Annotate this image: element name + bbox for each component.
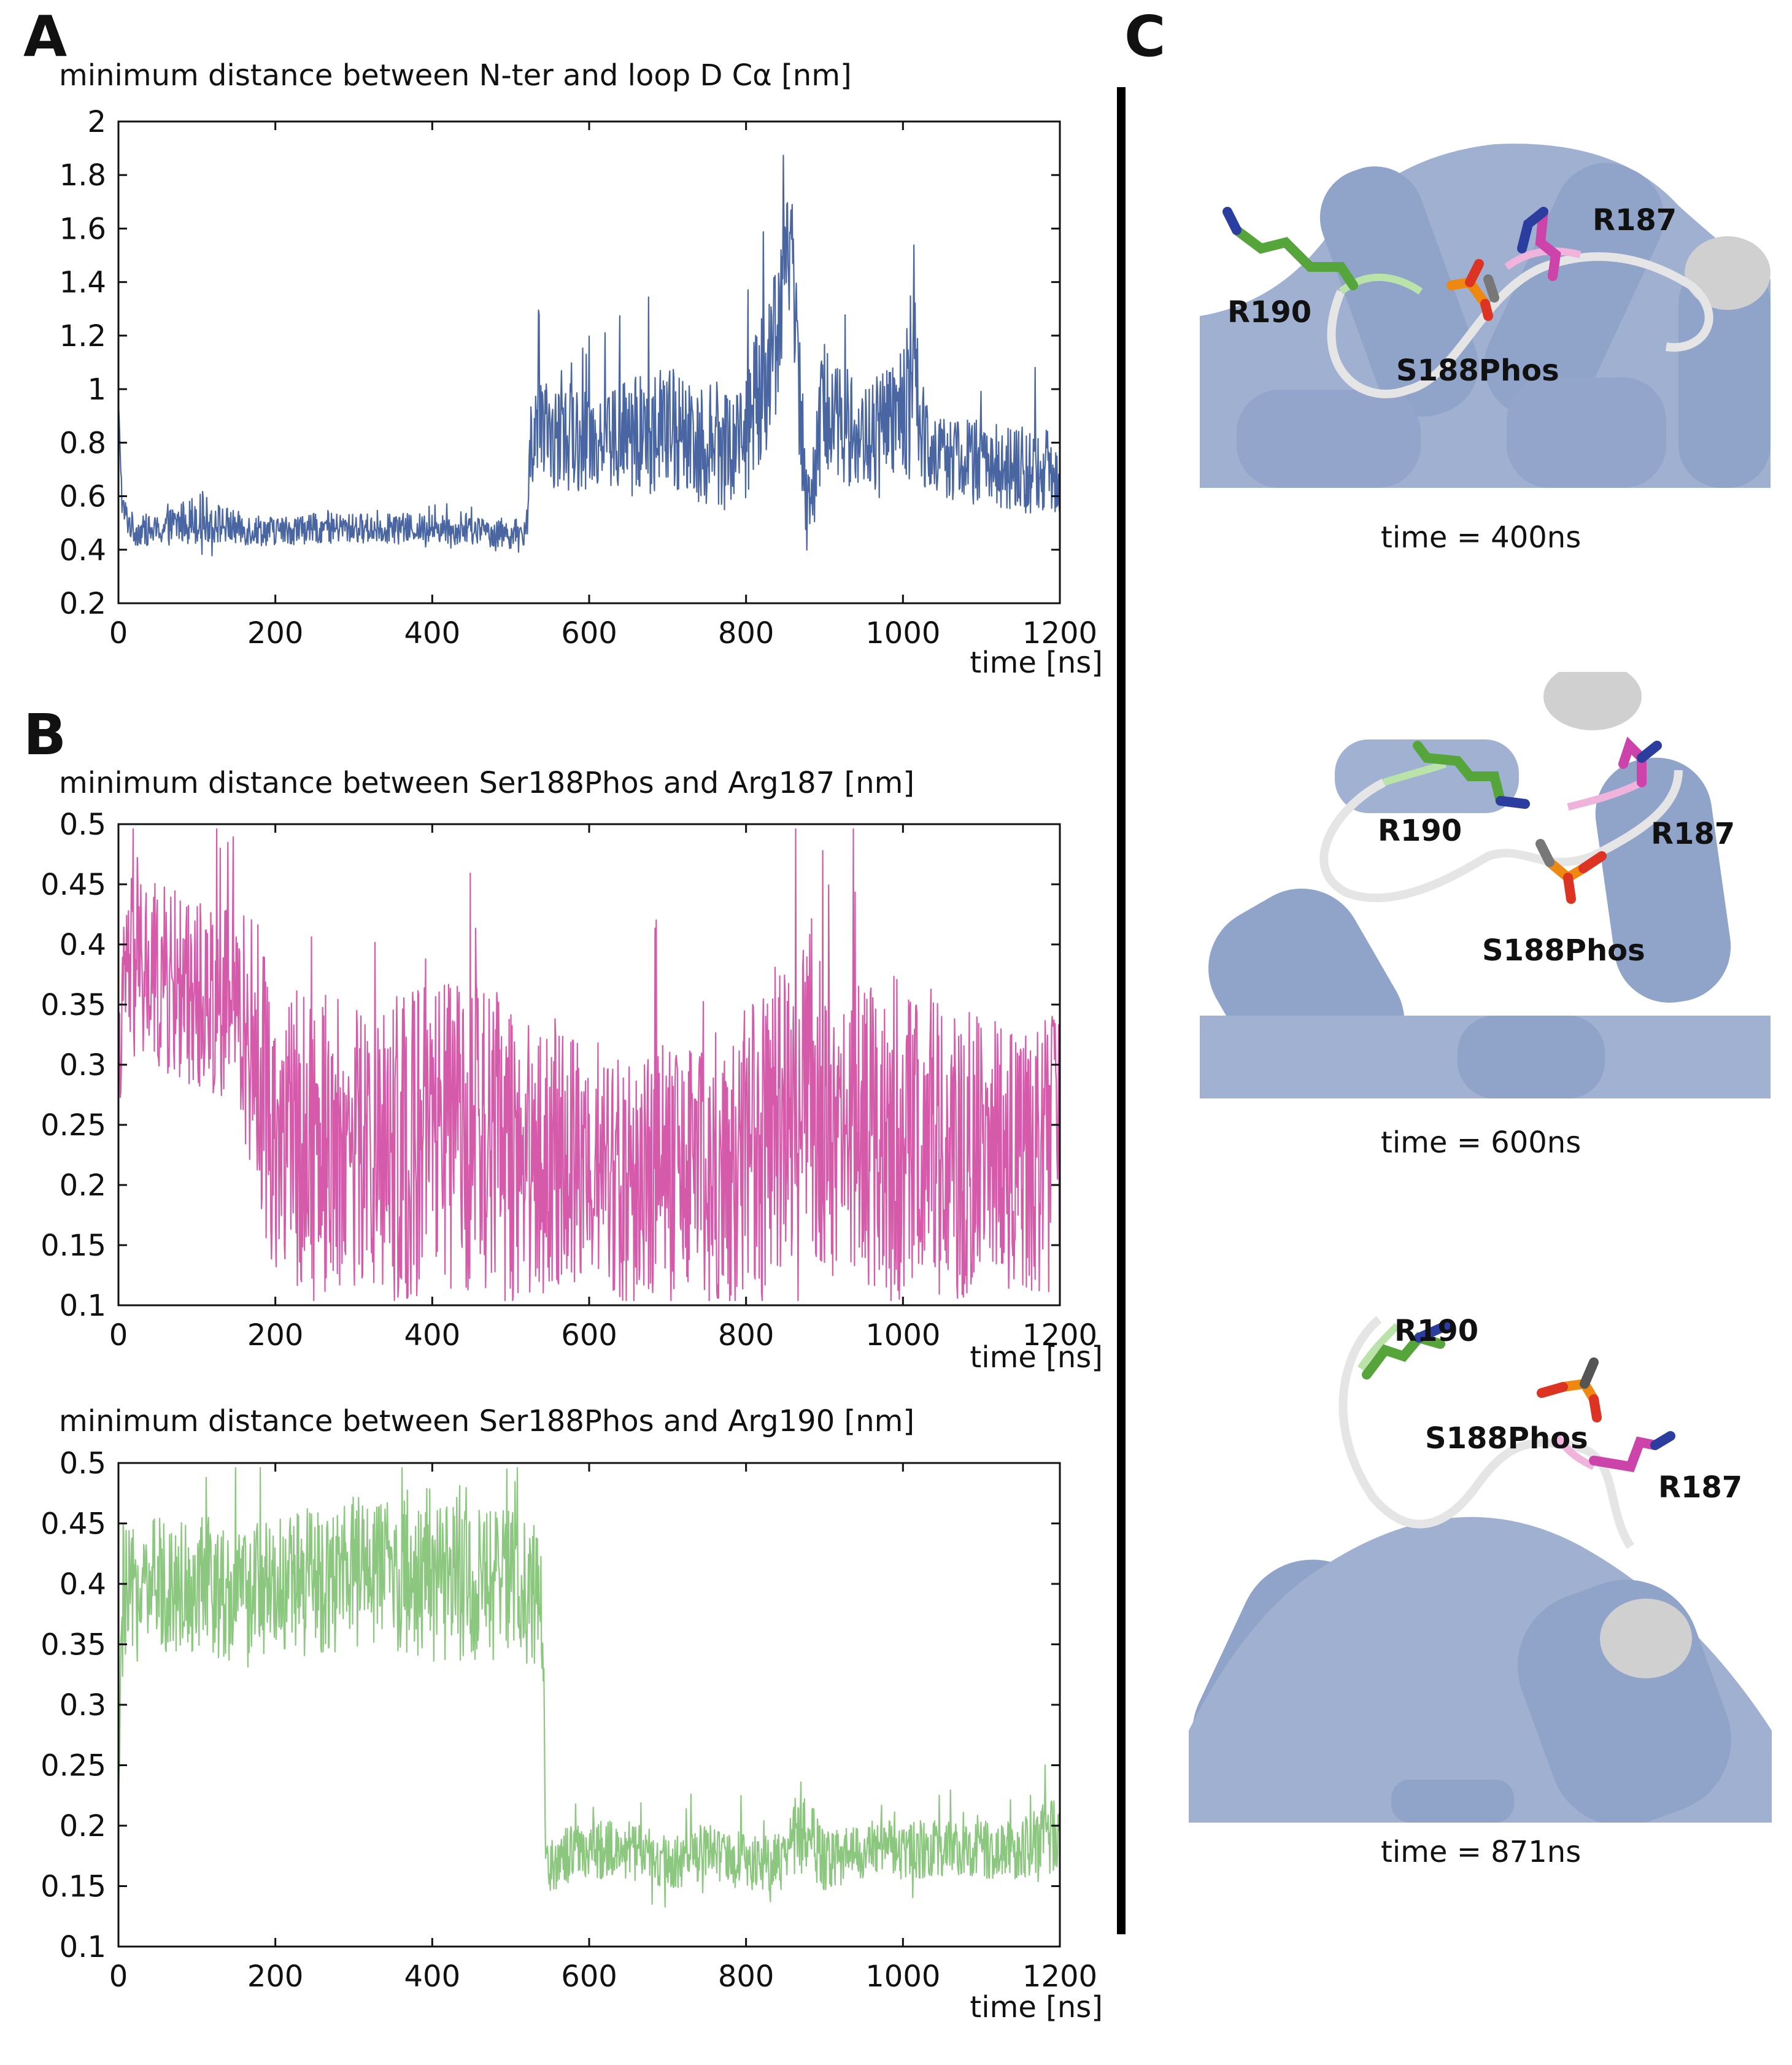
- x-tick-label: 200: [247, 1959, 304, 1994]
- y-tick-label: 0.45: [41, 868, 106, 902]
- y-tick-label: 0.15: [41, 1229, 106, 1263]
- x-tick-label: 200: [247, 1318, 304, 1353]
- y-tick-label: 0.3: [60, 1688, 106, 1723]
- y-tick-label: 0.25: [41, 1749, 106, 1783]
- chart-b1: 0 200 400 600 800 1000 1200 0.1 0.15 0.2 0.25 0.3 0.…: [41, 808, 1103, 1375]
- x-axis-label: time [ns]: [970, 646, 1103, 680]
- chart-b1-title: minimum distance between Ser188Phos and …: [59, 766, 915, 800]
- y-tick-label: 0.5: [60, 1446, 106, 1481]
- y-tick-label: 1.4: [60, 266, 106, 300]
- x-tick-label: 1000: [865, 616, 940, 650]
- y-tick-label: 0.35: [41, 988, 106, 1022]
- x-tick-label: 400: [404, 1959, 461, 1994]
- panel-label-a: A: [23, 4, 68, 69]
- panel-label-b: B: [23, 702, 67, 768]
- x-tick-label: 400: [404, 1318, 461, 1353]
- series-line-0-0: [117, 155, 1061, 557]
- x-tick-label: 0: [109, 1959, 128, 1994]
- structure-1-label-r187: R187: [1593, 203, 1677, 237]
- y-tick-label: 0.6: [60, 480, 106, 514]
- chart-b2-title: minimum distance between Ser188Phos and …: [59, 1404, 915, 1438]
- x-tick-label: 800: [718, 1959, 774, 1994]
- structure-snapshot-600ns: R190 R187 S188Phos: [1200, 672, 1771, 1098]
- y-tick-label: 1.2: [60, 319, 106, 353]
- structure-1-label-r190: R190: [1227, 295, 1311, 330]
- y-tick-label: 1.6: [60, 212, 106, 246]
- x-tick-label: 0: [109, 1318, 128, 1353]
- y-tick-label: 0.35: [41, 1628, 106, 1662]
- structure-2-caption: time = 600ns: [1381, 1125, 1582, 1160]
- x-tick-label: 800: [718, 616, 774, 650]
- y-tick-label: 0.2: [60, 1809, 106, 1843]
- structure-3-label-s188: S188Phos: [1425, 1421, 1588, 1456]
- chart-b2: 0 200 400 600 800 1000 1200 0.1 0.15 0.2 0.25 0.3 0.…: [41, 1446, 1103, 2024]
- structure-snapshot-400ns: R190 R187 S188Phos: [1200, 120, 1771, 488]
- series-line-2-0: [117, 1467, 1061, 1908]
- y-tick-label: 2: [87, 105, 106, 139]
- chart-a: 0 200 400 600 800 1000 1200 0.2 0.4 0.6 0.8 1 1.2 1.4…: [60, 105, 1103, 680]
- x-tick-label: 1200: [1022, 1318, 1097, 1353]
- y-tick-label: 0.1: [60, 1289, 106, 1323]
- y-tick-label: 0.4: [60, 928, 106, 962]
- x-tick-label: 600: [561, 616, 617, 650]
- structure-3-caption: time = 871ns: [1381, 1835, 1582, 1869]
- y-tick-label: 0.3: [60, 1048, 106, 1083]
- series-line-1-0: [117, 828, 1061, 1302]
- y-tick-label: 1.8: [60, 158, 106, 193]
- y-tick-label: 0.2: [60, 587, 106, 621]
- structure-2-label-r190: R190: [1378, 814, 1462, 848]
- x-axis-label: time [ns]: [970, 1990, 1103, 2024]
- structure-3-label-r187: R187: [1658, 1470, 1742, 1505]
- structure-3-label-r190: R190: [1394, 1314, 1478, 1348]
- y-tick-label: 0.15: [41, 1870, 106, 1904]
- y-tick-label: 0.4: [60, 533, 106, 568]
- panel-divider: [1117, 87, 1126, 1934]
- structure-1-caption: time = 400ns: [1381, 520, 1582, 555]
- y-tick-label: 1: [87, 372, 106, 407]
- y-tick-label: 0.25: [41, 1108, 106, 1143]
- x-axis-label: time [ns]: [970, 1340, 1103, 1375]
- x-tick-label: 200: [247, 616, 304, 650]
- y-tick-label: 0.45: [41, 1507, 106, 1542]
- y-tick-label: 0.5: [60, 808, 106, 842]
- structure-snapshot-871ns: R190 S188Phos R187: [1189, 1264, 1772, 1823]
- x-tick-label: 400: [404, 616, 461, 650]
- x-tick-label: 1000: [865, 1318, 940, 1353]
- panel-label-c: C: [1124, 4, 1166, 69]
- structure-1-label-s188: S188Phos: [1396, 353, 1559, 388]
- chart-a-title: minimum distance between N-ter and loop …: [59, 58, 852, 93]
- y-tick-label: 0.4: [60, 1567, 106, 1602]
- x-tick-label: 600: [561, 1318, 617, 1353]
- structure-2-label-s188: S188Phos: [1482, 933, 1645, 968]
- y-tick-label: 0.1: [60, 1930, 106, 1964]
- y-tick-label: 0.8: [60, 426, 106, 460]
- x-tick-label: 1000: [865, 1959, 940, 1994]
- x-tick-label: 600: [561, 1959, 617, 1994]
- x-tick-label: 1200: [1022, 616, 1097, 650]
- x-tick-label: 800: [718, 1318, 774, 1353]
- y-tick-label: 0.2: [60, 1168, 106, 1203]
- x-tick-label: 0: [109, 616, 128, 650]
- structure-2-label-r187: R187: [1651, 817, 1735, 851]
- x-tick-label: 1200: [1022, 1959, 1097, 1994]
